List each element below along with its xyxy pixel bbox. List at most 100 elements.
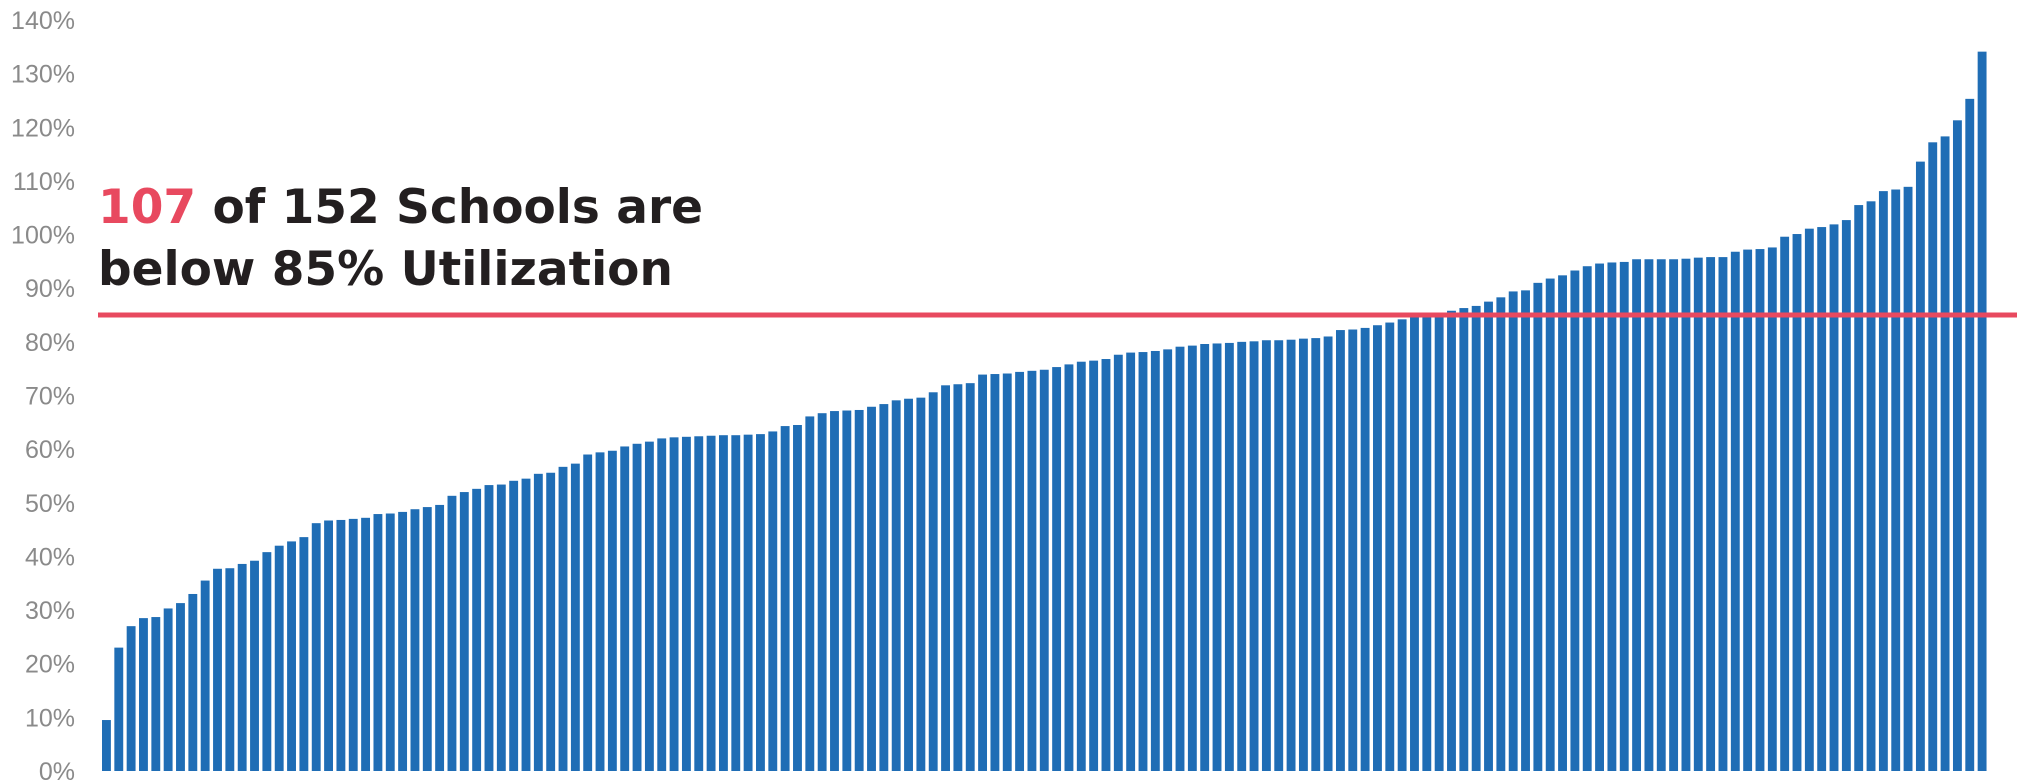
y-tick-label: 30% — [25, 597, 75, 625]
bar — [1360, 327, 1370, 771]
y-tick-label: 140% — [11, 7, 75, 35]
bar — [756, 434, 765, 771]
bar — [1841, 220, 1851, 772]
bar — [891, 400, 901, 771]
y-tick-label: 0% — [39, 758, 75, 783]
bar — [496, 484, 506, 771]
bar — [1447, 310, 1456, 771]
bar — [1459, 308, 1469, 771]
bar — [373, 514, 383, 771]
bar — [398, 511, 408, 771]
bar — [595, 452, 605, 771]
bar — [126, 626, 136, 771]
bar — [324, 520, 333, 771]
bar — [1718, 257, 1728, 772]
bar — [1397, 319, 1407, 771]
bar — [1940, 136, 1950, 771]
bar — [336, 519, 346, 771]
bar — [1632, 259, 1642, 771]
bar — [1212, 343, 1222, 771]
bar — [1335, 330, 1345, 771]
bar — [706, 435, 716, 771]
bar — [941, 385, 950, 771]
bar — [1817, 227, 1827, 771]
bar — [1508, 291, 1518, 771]
y-tick-label: 100% — [11, 222, 75, 250]
bar — [237, 563, 247, 771]
bar — [1187, 345, 1197, 771]
bar — [299, 537, 309, 771]
bar — [583, 454, 593, 771]
bar — [1002, 373, 1012, 771]
bar — [1052, 367, 1062, 771]
bar — [521, 478, 531, 771]
bar — [1286, 339, 1296, 771]
annotation-highlight-count: 107 — [98, 180, 196, 235]
bar — [1237, 341, 1247, 771]
bar — [1706, 257, 1716, 772]
bar — [1607, 262, 1617, 771]
bar — [176, 603, 185, 771]
y-axis-ticks: 0% 10% 20% 30% 40% 50% 60% 70% 80% 90% 100% 110% 120… — [11, 7, 75, 783]
bar — [1471, 305, 1481, 771]
annotation: 107 of 152 Schools are below 85% Utiliza… — [98, 180, 703, 297]
bar — [287, 541, 296, 771]
bar — [965, 383, 975, 771]
bar — [1113, 354, 1123, 771]
bar — [916, 397, 926, 771]
bar — [1126, 352, 1136, 771]
bar — [978, 374, 988, 771]
bar — [1385, 322, 1395, 771]
bar — [1249, 341, 1259, 771]
bar — [1496, 297, 1506, 771]
bar — [1656, 259, 1666, 771]
y-tick-label: 60% — [25, 436, 75, 464]
bar — [1866, 201, 1876, 771]
bar — [1619, 261, 1629, 771]
bar — [990, 374, 1000, 771]
bar — [1200, 344, 1210, 771]
bar — [1730, 251, 1740, 772]
bar — [632, 443, 642, 771]
bar — [447, 495, 457, 771]
annotation-line-2: below 85% Utilization — [98, 242, 673, 297]
bar — [1903, 186, 1913, 771]
bar — [904, 398, 913, 771]
bar — [459, 492, 469, 771]
bar — [558, 466, 568, 771]
bar — [1015, 371, 1025, 771]
bar — [830, 411, 839, 771]
bar — [1138, 352, 1148, 771]
bar — [657, 438, 667, 771]
bar — [644, 441, 654, 771]
bar — [139, 618, 148, 771]
bar — [842, 410, 852, 771]
bar — [1224, 342, 1234, 771]
bar — [1027, 370, 1037, 771]
bar — [1792, 234, 1802, 771]
bar — [1410, 315, 1419, 771]
bar — [435, 504, 445, 771]
bar — [385, 513, 395, 771]
bar — [854, 409, 864, 771]
bar — [867, 406, 876, 771]
bar — [1373, 325, 1382, 771]
y-tick-label: 40% — [25, 543, 75, 571]
bar — [1039, 369, 1049, 771]
y-tick-label: 70% — [25, 383, 75, 411]
bar — [1175, 346, 1185, 771]
bar — [681, 436, 691, 771]
bar — [1755, 249, 1765, 771]
bar — [620, 446, 630, 771]
bar — [188, 593, 198, 771]
bar — [1311, 338, 1321, 771]
bar — [1163, 349, 1173, 771]
bar — [953, 384, 963, 771]
bar — [694, 436, 704, 771]
bar — [731, 435, 741, 771]
bar — [200, 580, 210, 771]
bar — [213, 568, 222, 771]
bar — [570, 463, 580, 771]
bar — [1928, 142, 1938, 771]
bar — [1323, 336, 1333, 771]
